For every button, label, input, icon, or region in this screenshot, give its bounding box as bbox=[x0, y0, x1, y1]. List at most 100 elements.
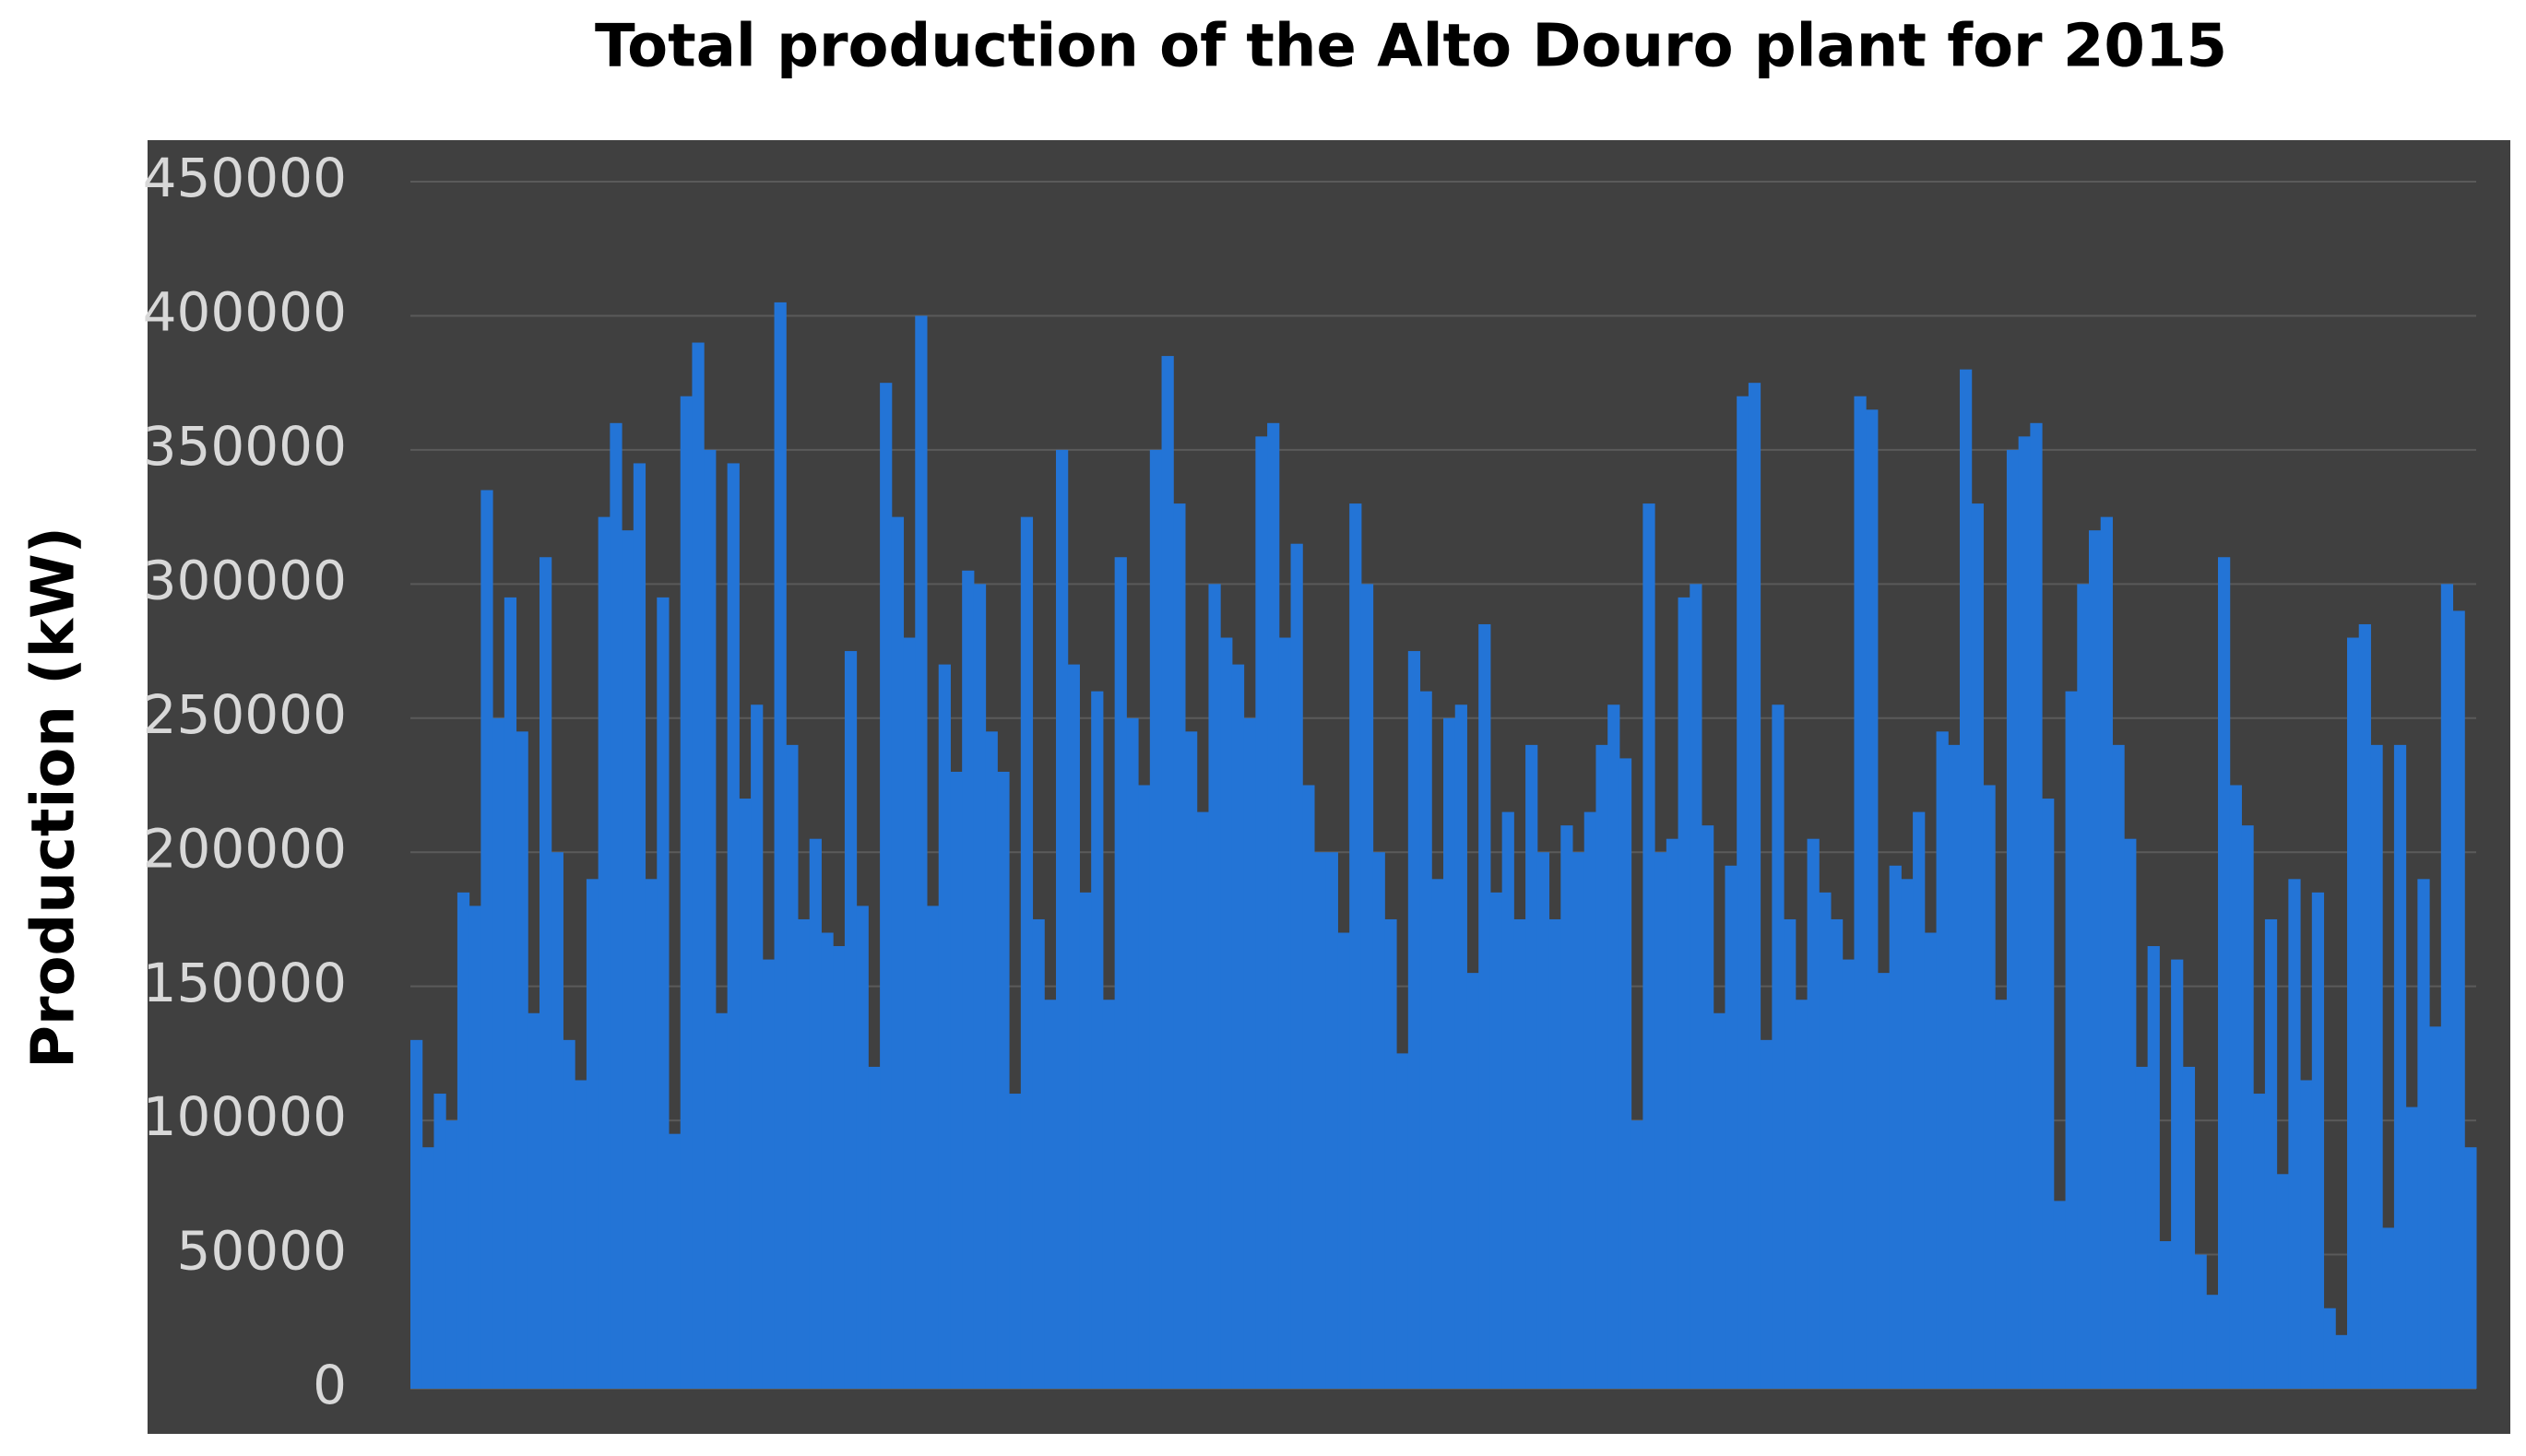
y-tick-label: 200000 bbox=[143, 817, 347, 880]
bar bbox=[1948, 744, 1961, 1389]
y-axis-label: Production (kW) bbox=[20, 527, 89, 1069]
bar bbox=[2417, 879, 2430, 1389]
bar bbox=[2077, 584, 2090, 1389]
bar bbox=[575, 1080, 587, 1389]
bar bbox=[727, 463, 740, 1389]
bar bbox=[1913, 811, 1926, 1389]
bar bbox=[1889, 865, 1902, 1389]
y-tick-label: 100000 bbox=[143, 1085, 347, 1148]
bar bbox=[1654, 852, 1667, 1389]
bar bbox=[1302, 785, 1315, 1389]
bar bbox=[492, 717, 505, 1389]
bar bbox=[1595, 744, 1608, 1389]
bar bbox=[1278, 637, 1292, 1389]
bar bbox=[1231, 664, 1245, 1389]
y-tick-label: 150000 bbox=[143, 952, 347, 1014]
bar bbox=[1314, 852, 1327, 1389]
bar bbox=[2323, 1308, 2336, 1389]
bar bbox=[2429, 1026, 2442, 1389]
bar bbox=[1114, 557, 1127, 1389]
bar bbox=[657, 597, 670, 1389]
y-tick-label: 400000 bbox=[143, 281, 347, 344]
bar bbox=[1360, 584, 1374, 1389]
bar bbox=[1419, 691, 1432, 1389]
bar bbox=[1431, 879, 1444, 1389]
bar bbox=[1220, 637, 1233, 1389]
bar bbox=[1971, 503, 1984, 1389]
bar bbox=[680, 396, 693, 1389]
bar bbox=[2053, 1201, 2067, 1389]
bar bbox=[2440, 584, 2454, 1389]
bar bbox=[1854, 396, 1867, 1389]
bar bbox=[1196, 811, 1209, 1389]
bar bbox=[1349, 503, 1362, 1389]
bar bbox=[891, 516, 905, 1389]
bar bbox=[1713, 1012, 1726, 1389]
bar bbox=[1819, 892, 1832, 1389]
bar bbox=[704, 449, 717, 1389]
bar bbox=[1983, 785, 1996, 1389]
bar bbox=[1866, 409, 1879, 1389]
bar bbox=[1995, 1000, 2008, 1389]
bar bbox=[1619, 758, 1632, 1389]
bar bbox=[844, 651, 858, 1389]
bar bbox=[2159, 1241, 2172, 1389]
y-tick-label: 300000 bbox=[143, 549, 347, 611]
bar bbox=[1501, 811, 1514, 1389]
bar bbox=[2112, 744, 2125, 1389]
bar bbox=[540, 557, 552, 1389]
bar bbox=[1842, 959, 1855, 1389]
bar bbox=[1525, 744, 1538, 1389]
bar bbox=[809, 838, 822, 1389]
bar bbox=[774, 302, 787, 1389]
bar bbox=[610, 422, 623, 1389]
bar bbox=[833, 946, 846, 1389]
bar bbox=[1466, 973, 1479, 1389]
bar bbox=[445, 1120, 458, 1389]
bar bbox=[1396, 1053, 1409, 1389]
bar bbox=[1678, 597, 1690, 1389]
bar bbox=[798, 918, 811, 1389]
bar bbox=[1454, 704, 1467, 1389]
bar bbox=[2464, 1147, 2477, 1389]
bar bbox=[622, 530, 634, 1389]
bar bbox=[1290, 543, 1303, 1389]
bar bbox=[1478, 623, 1491, 1389]
bar bbox=[2241, 825, 2254, 1389]
bar bbox=[1513, 918, 1526, 1389]
bar bbox=[1607, 704, 1620, 1389]
bar bbox=[1079, 892, 1092, 1389]
chart-title: Total production of the Alto Douro plant… bbox=[595, 13, 2227, 81]
bar bbox=[2452, 610, 2465, 1389]
bar bbox=[1642, 503, 1655, 1389]
bar bbox=[2229, 785, 2242, 1389]
bar bbox=[2194, 1254, 2207, 1389]
bar bbox=[1161, 356, 1174, 1390]
bar bbox=[1056, 449, 1069, 1389]
bar bbox=[2030, 422, 2043, 1389]
bar bbox=[633, 463, 646, 1389]
bar bbox=[480, 490, 493, 1389]
bar bbox=[1091, 691, 1104, 1389]
bar bbox=[2264, 918, 2278, 1389]
bar bbox=[739, 799, 752, 1389]
bar bbox=[1208, 584, 1221, 1389]
bar bbox=[504, 597, 517, 1389]
bar bbox=[1185, 731, 1198, 1389]
bar bbox=[715, 1012, 729, 1389]
bar bbox=[1924, 932, 1938, 1389]
bar bbox=[586, 879, 599, 1389]
bar bbox=[856, 906, 869, 1389]
bar bbox=[2393, 744, 2407, 1389]
bar bbox=[985, 731, 998, 1389]
bar bbox=[2124, 838, 2137, 1389]
bar bbox=[2089, 530, 2102, 1389]
bar bbox=[2358, 623, 2371, 1389]
y-tick-label: 350000 bbox=[143, 415, 347, 478]
bar bbox=[2382, 1227, 2395, 1389]
bar bbox=[468, 906, 481, 1389]
bar bbox=[1149, 449, 1163, 1389]
bar bbox=[1631, 1120, 1643, 1389]
bar bbox=[2182, 1066, 2196, 1389]
